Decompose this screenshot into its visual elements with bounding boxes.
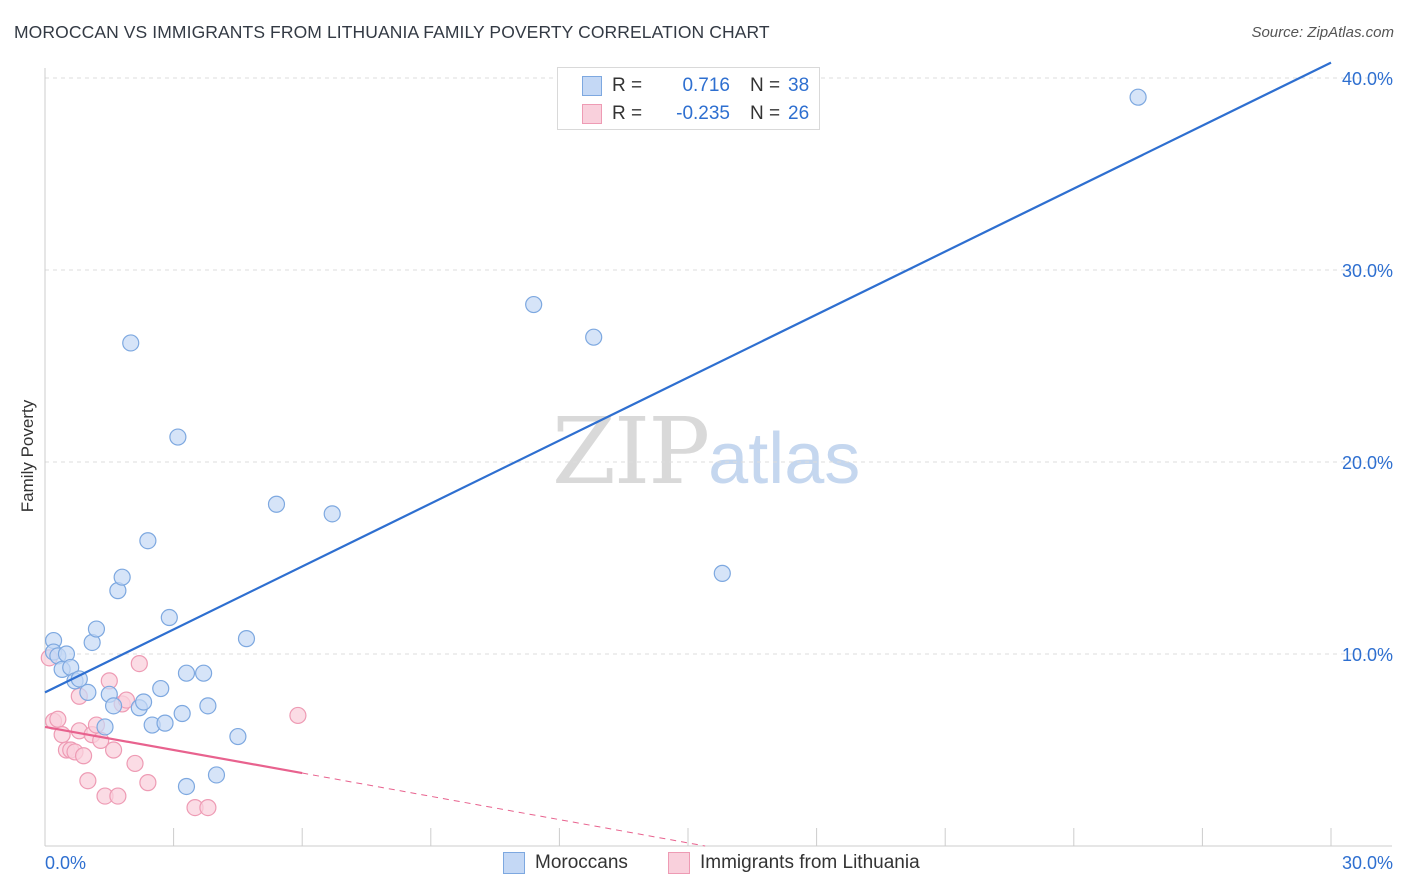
- trendline-lithuania: [44, 725, 303, 775]
- trendline-moroccans: [44, 61, 1332, 694]
- y-tick-label: 10.0%: [1342, 645, 1393, 665]
- data-point-moroccans: [177, 664, 196, 682]
- series-legend: Moroccans Immigrants from Lithuania: [0, 852, 1406, 878]
- legend-r-label: R =: [612, 75, 643, 96]
- data-point-moroccans: [207, 766, 226, 784]
- data-point-moroccans: [1129, 88, 1147, 106]
- data-point-moroccans: [169, 428, 187, 446]
- y-tick-label: 40.0%: [1342, 69, 1393, 89]
- data-point-lithuania: [49, 710, 67, 728]
- legend-n-value: 38: [788, 75, 810, 96]
- legend-swatch-pink: [582, 104, 602, 124]
- data-point-lithuania: [130, 654, 148, 673]
- legend-item-lithuania[interactable]: Immigrants from Lithuania: [668, 852, 920, 874]
- legend-swatch-blue: [582, 76, 602, 96]
- data-point-moroccans: [113, 568, 131, 586]
- data-point-lithuania: [79, 772, 97, 790]
- watermark-atlas: atlas: [708, 419, 861, 499]
- data-point-lithuania: [74, 747, 93, 765]
- x-tick-label: 0.0%: [45, 853, 86, 873]
- data-point-moroccans: [195, 664, 213, 682]
- data-point-moroccans: [134, 693, 153, 711]
- data-point-lithuania: [139, 774, 157, 792]
- data-point-moroccans: [177, 777, 196, 796]
- data-point-moroccans: [713, 564, 731, 582]
- source-label: Source: ZipAtlas.com: [1251, 24, 1394, 41]
- data-point-moroccans: [79, 683, 97, 702]
- data-point-moroccans: [525, 295, 543, 314]
- legend-row-moroccans: R = 0.716 N = 38: [558, 72, 809, 100]
- data-point-lithuania: [289, 706, 307, 725]
- watermark-zip: ZIP: [552, 398, 710, 505]
- data-point-moroccans: [237, 630, 256, 648]
- data-point-moroccans: [199, 697, 217, 715]
- chart-title: MOROCCAN VS IMMIGRANTS FROM LITHUANIA FA…: [14, 22, 770, 42]
- legend-n-label: N =: [750, 103, 781, 124]
- data-point-moroccans: [104, 697, 123, 715]
- data-point-moroccans: [122, 334, 140, 352]
- data-point-moroccans: [323, 505, 341, 523]
- data-point-lithuania: [109, 787, 127, 805]
- legend-swatch-pink: [668, 852, 690, 874]
- legend-r-label: R =: [612, 103, 643, 124]
- legend-label-moroccans: Moroccans: [535, 852, 628, 873]
- correlation-legend: R = 0.716 N = 38 R = -0.235 N = 26: [557, 67, 820, 130]
- legend-row-lithuania: R = -0.235 N = 26: [558, 100, 809, 128]
- data-point-moroccans: [139, 532, 157, 550]
- y-tick-label: 20.0%: [1342, 453, 1393, 473]
- y-axis-label: Family Poverty: [18, 399, 37, 513]
- data-point-moroccans: [87, 620, 106, 638]
- y-tick-label: 30.0%: [1342, 261, 1393, 281]
- data-point-moroccans: [160, 608, 178, 627]
- data-point-moroccans: [585, 328, 603, 346]
- data-point-moroccans: [173, 704, 191, 723]
- data-point-moroccans: [96, 718, 114, 736]
- zipatlas-watermark: ZIPatlas: [552, 398, 860, 505]
- data-point-moroccans: [152, 679, 170, 698]
- trendline-lithuania-extension: [302, 772, 706, 847]
- legend-r-value: 0.716: [682, 75, 730, 96]
- x-tick-label: 30.0%: [1342, 853, 1393, 873]
- data-point-moroccans: [156, 714, 174, 732]
- data-point-lithuania: [104, 741, 123, 759]
- legend-r-value: -0.235: [676, 103, 730, 124]
- data-point-moroccans: [229, 727, 247, 746]
- legend-item-moroccans[interactable]: Moroccans: [503, 852, 628, 874]
- legend-swatch-blue: [503, 852, 525, 874]
- legend-label-lithuania: Immigrants from Lithuania: [700, 852, 920, 873]
- legend-n-value: 26: [788, 103, 810, 124]
- data-point-lithuania: [199, 798, 217, 817]
- data-point-moroccans: [267, 495, 286, 513]
- legend-n-label: N =: [750, 75, 781, 96]
- data-point-lithuania: [126, 754, 144, 773]
